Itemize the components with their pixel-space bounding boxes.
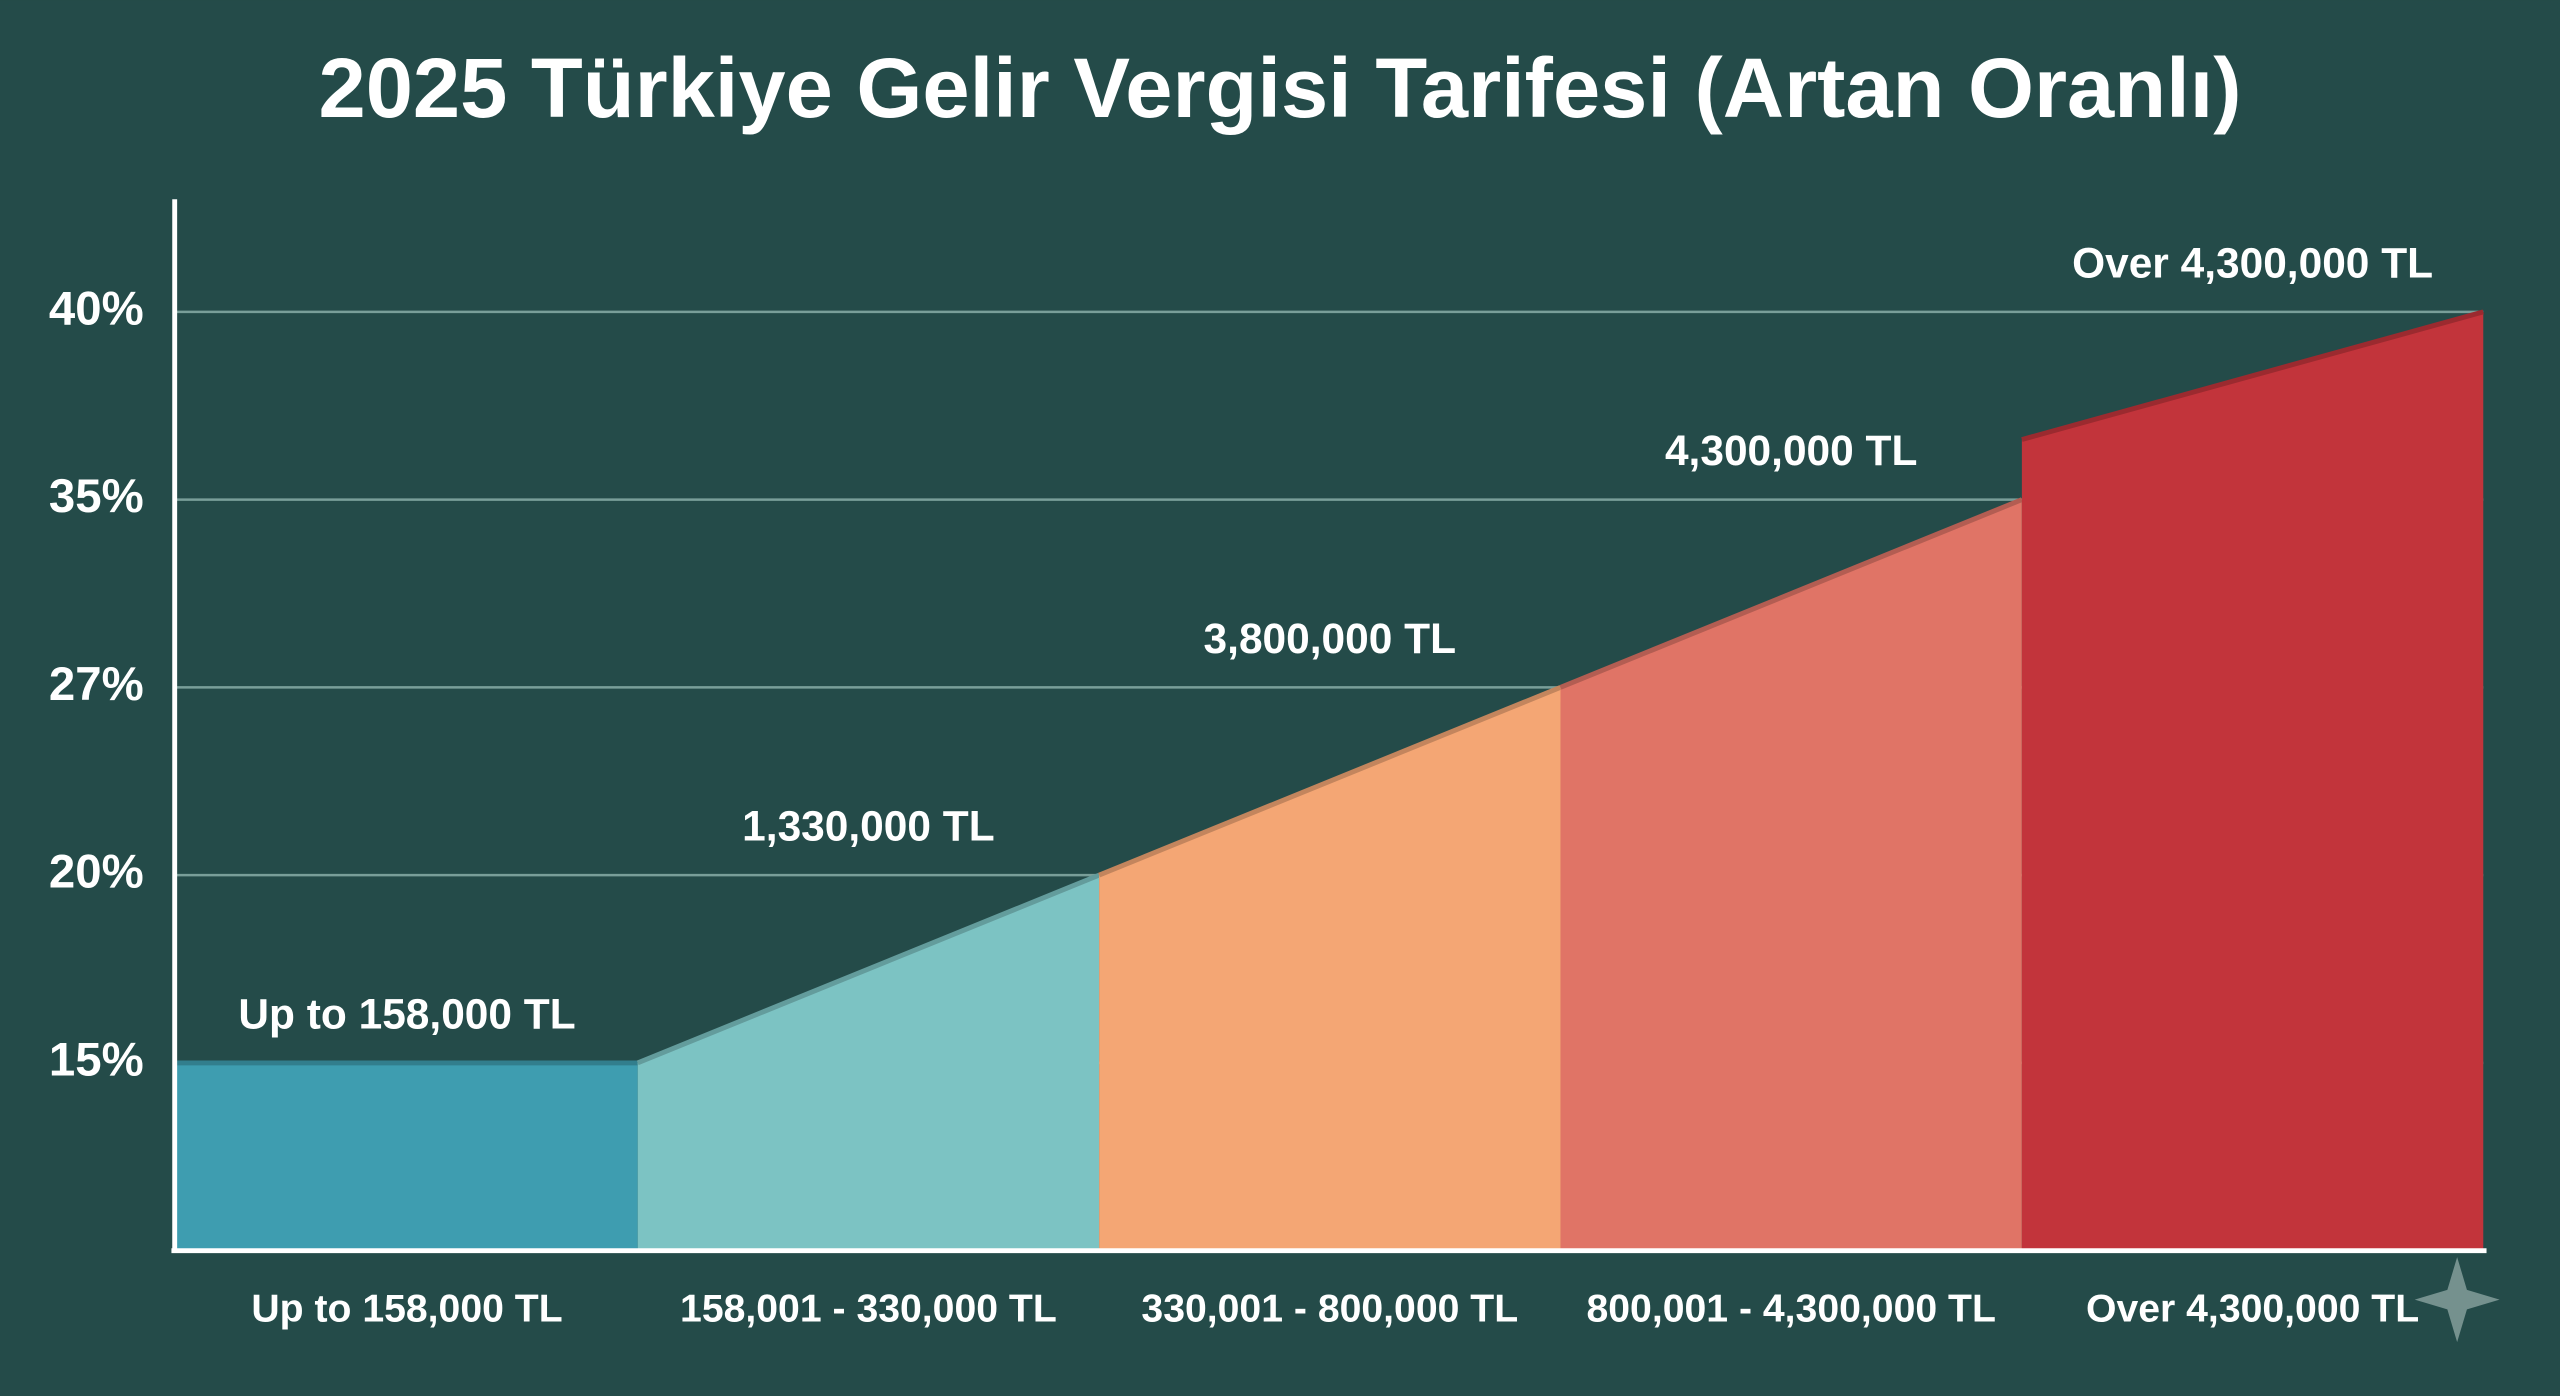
annotation: 3,800,000 TL — [1204, 615, 1456, 662]
bracket-area — [1099, 687, 1561, 1251]
x-tick-label: Up to 158,000 TL — [251, 1287, 562, 1330]
x-tick-label: 158,001 - 330,000 TL — [680, 1287, 1057, 1330]
bracket-area — [2021, 311, 2484, 1251]
y-tick-label: 20% — [49, 846, 144, 899]
bracket-edge — [636, 872, 1101, 1066]
y-tick-label: 35% — [49, 470, 144, 523]
annotation: Over 4,300,000 TL — [2072, 239, 2433, 286]
bracket-area — [1560, 499, 2022, 1251]
annotation: 4,300,000 TL — [1665, 427, 1917, 474]
sparkle-icon — [2414, 1257, 2500, 1343]
y-tick-label: 40% — [49, 282, 144, 335]
x-tick-label: 330,001 - 800,000 TL — [1141, 1287, 1518, 1330]
x-tick-label: Over 4,300,000 TL — [2086, 1287, 2419, 1330]
y-tick-label: 15% — [49, 1033, 144, 1086]
bracket-edge — [1559, 497, 2023, 690]
x-tick-label: 800,001 - 4,300,000 TL — [1586, 1287, 1995, 1330]
bracket-edge — [2021, 309, 2484, 442]
annotation: 1,330,000 TL — [742, 803, 994, 850]
annotation: Up to 158,000 TL — [238, 990, 575, 1037]
bracket-area — [176, 1062, 638, 1251]
y-tick-label: 27% — [49, 658, 144, 711]
plot-area — [176, 309, 2484, 1251]
chart-title: 2025 Türkiye Gelir Vergisi Tarifesi (Art… — [318, 40, 2241, 135]
bracket-edge — [1098, 685, 1562, 878]
bracket-area — [637, 875, 1100, 1251]
